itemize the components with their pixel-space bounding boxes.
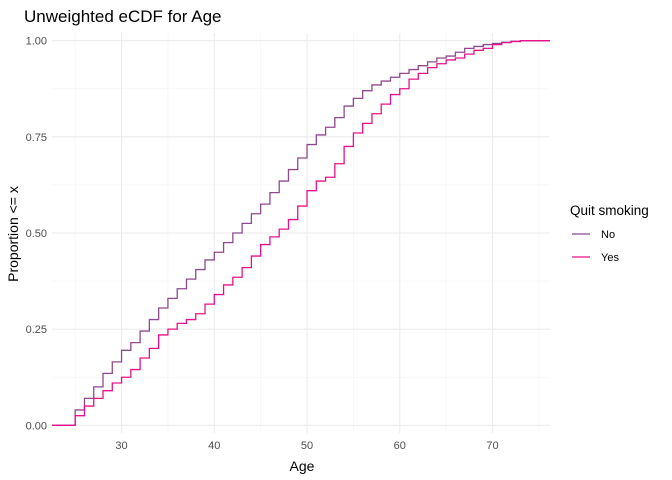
legend-title: Quit smoking [570,203,649,218]
y-axis-ticks: 0.00 0.25 0.50 0.75 1.00 [26,36,47,433]
x-tick-label: 70 [486,440,498,452]
major-gridlines [52,33,550,433]
legend-items: No Yes [572,229,619,264]
x-axis-title: Age [290,458,315,474]
x-tick-label: 60 [394,440,406,452]
x-tick-label: 50 [301,440,313,452]
series-layer [52,40,550,426]
chart-title: Unweighted eCDF for Age [24,7,222,26]
y-tick-label: 1.00 [26,36,47,48]
x-axis-ticks: 30 40 50 60 70 [115,440,498,452]
y-tick-label: 0.75 [26,132,47,144]
legend-label-no: No [601,229,615,241]
series-line-yes [52,40,550,426]
x-tick-label: 30 [115,440,127,452]
legend-label-yes: Yes [601,252,619,264]
y-tick-label: 0.50 [26,228,47,240]
series-line-no [52,40,550,426]
y-tick-label: 0.25 [26,324,47,336]
y-axis-title: Proportion <= x [5,186,21,282]
x-tick-label: 40 [208,440,220,452]
y-tick-label: 0.00 [26,420,47,432]
legend: Quit smoking No Yes [570,203,649,264]
